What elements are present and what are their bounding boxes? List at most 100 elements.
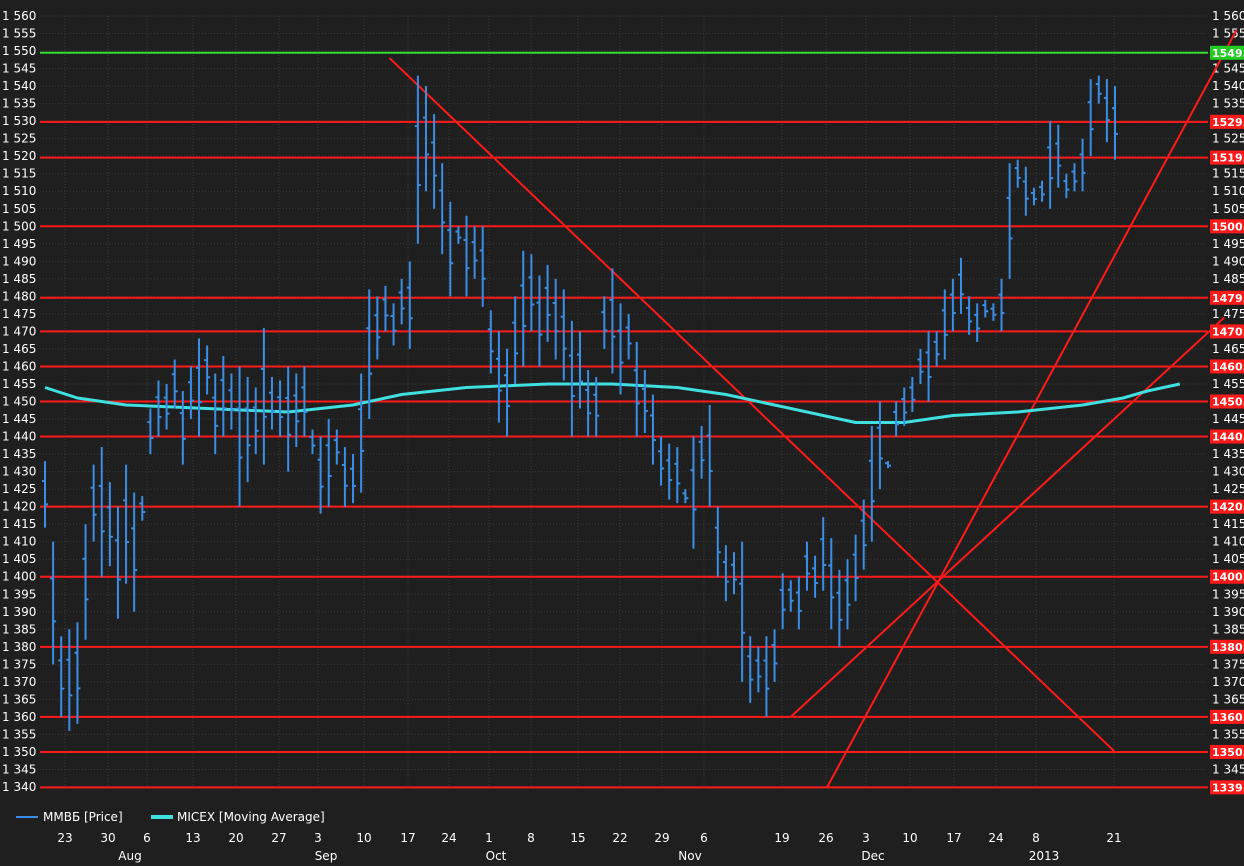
price-bar (698, 426, 705, 479)
y-tick-label-left: 1 495 (2, 237, 36, 251)
price-bar (901, 387, 908, 427)
x-tick-label: 3 (314, 831, 322, 845)
trend-lines (388, 29, 1238, 788)
y-tick-label-right: 1 370 (1212, 675, 1244, 689)
x-tick-label: 27 (271, 831, 286, 845)
x-tick-label: 13 (185, 831, 200, 845)
price-bar (293, 373, 300, 448)
price-bar (268, 376, 275, 430)
price-bar (844, 559, 851, 630)
level-badge: 1529. (1210, 114, 1244, 129)
price-bar (909, 376, 916, 413)
y-tick-label-left: 1 410 (2, 535, 36, 549)
y-tick-label-left: 1 505 (2, 202, 36, 216)
y-tick-label-right: 1 345 (1212, 762, 1244, 776)
price-bar (90, 464, 97, 542)
level-badge-text: 1339. (1212, 781, 1244, 794)
y-tick-label-left: 1 370 (2, 675, 36, 689)
y-tick-label-left: 1 535 (2, 97, 36, 111)
y-tick-label-left: 1 465 (2, 342, 36, 356)
legend-label: MICEX [Moving Average] (177, 810, 325, 824)
price-bar (731, 552, 738, 595)
price-bar (974, 303, 981, 342)
price-bar (690, 436, 697, 549)
price-bar (917, 348, 924, 384)
y-tick-label-left: 1 350 (2, 745, 36, 759)
level-badge: 1420. (1210, 499, 1244, 514)
price-bar (1103, 79, 1110, 143)
y-tick-label-left: 1 550 (2, 44, 36, 58)
price-bar (1030, 187, 1037, 206)
level-badge-box (1210, 394, 1244, 409)
y-tick-label-left: 1 435 (2, 447, 36, 461)
x-month-label: Oct (486, 849, 507, 863)
price-bar (714, 506, 721, 577)
price-bar (674, 447, 681, 504)
level-badge: 1360. (1210, 709, 1244, 724)
level-badge: 1450. (1210, 394, 1244, 409)
y-tick-label-right: 1 415 (1212, 517, 1244, 531)
level-badge: 1460. (1210, 359, 1244, 374)
price-bar (422, 86, 429, 192)
price-bar (1006, 163, 1013, 279)
x-tick-label: 1 (485, 831, 493, 845)
price-bar (568, 320, 575, 437)
price-bar (139, 496, 146, 521)
level-badge-text: 1360. (1212, 711, 1244, 724)
price-bar (666, 443, 673, 500)
x-tick-label: 20 (228, 831, 243, 845)
y-tick-label-left: 1 355 (2, 727, 36, 741)
price-bar (755, 646, 762, 693)
y-tick-label-right: 1 375 (1212, 657, 1244, 671)
y-tick-label-left: 1 400 (2, 570, 36, 584)
x-axis: 23 30 6 13 20 27 3 10 17 24 1 8 15 22 29 6 19 26 3 10 17 24 8 2… (57, 831, 1121, 863)
price-bar (512, 296, 519, 384)
level-badge-text: 1400. (1212, 571, 1244, 584)
level-badge-box (1210, 569, 1244, 584)
price-bar (301, 366, 308, 437)
price-bar (868, 426, 875, 542)
y-tick-label-left: 1 490 (2, 254, 36, 268)
price-bar (876, 401, 883, 490)
x-tick-label: 22 (612, 831, 627, 845)
price-bar (739, 541, 746, 682)
price-bar (163, 383, 170, 430)
y-tick-label-left: 1 460 (2, 359, 36, 373)
y-tick-label-left: 1 375 (2, 657, 36, 671)
price-bar (66, 629, 73, 731)
y-tick-label-right: 1 390 (1212, 605, 1244, 619)
x-tick-label: 30 (100, 831, 115, 845)
price-bar (406, 261, 413, 349)
y-tick-label-right: 1 540 (1212, 79, 1244, 93)
level-badge-box (1210, 744, 1244, 759)
price-bar (447, 201, 454, 297)
price-bar (220, 355, 227, 437)
level-badge: 1470. (1210, 324, 1244, 339)
price-bar (1055, 124, 1062, 188)
y-tick-label-right: 1 525 (1212, 132, 1244, 146)
price-bar (536, 275, 543, 367)
price-bars (42, 75, 1118, 731)
price-bar (1047, 121, 1054, 209)
level-badge-box (1210, 780, 1244, 795)
x-month-label: Aug (118, 849, 141, 863)
level-badge-box (1210, 709, 1244, 724)
x-month-label: 2013 (1029, 849, 1060, 863)
price-bar (852, 534, 859, 602)
x-tick-label: 19 (774, 831, 789, 845)
y-tick-label-left: 1 415 (2, 517, 36, 531)
y-tick-label-left: 1 430 (2, 465, 36, 479)
y-tick-label-left: 1 360 (2, 710, 36, 724)
price-bar (358, 373, 365, 493)
price-bar (1063, 173, 1070, 199)
level-badge-box (1210, 639, 1244, 654)
price-bar (560, 289, 567, 381)
price-bar (260, 327, 267, 465)
price-bar (196, 338, 203, 437)
level-badge-text: 1470. (1212, 325, 1244, 338)
level-badge-text: 1549. (1212, 47, 1244, 60)
level-badge: 1350. (1210, 744, 1244, 759)
level-badge-text: 1519. (1212, 152, 1244, 165)
y-tick-label-left: 1 520 (2, 149, 36, 163)
